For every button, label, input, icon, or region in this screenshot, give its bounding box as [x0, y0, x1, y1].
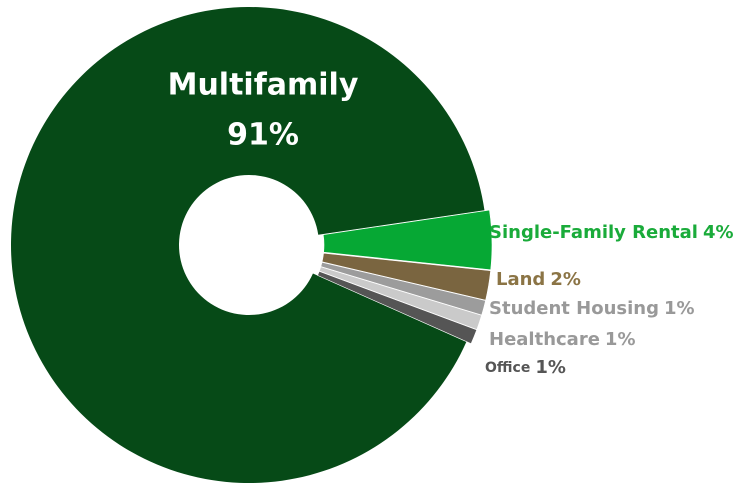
donut-slice — [11, 6, 485, 484]
slice-label: Office — [485, 360, 530, 376]
slice-label: Single-Family Rental — [489, 222, 698, 243]
slice-label: Multifamily — [168, 68, 359, 103]
slice-value-label: 91% — [227, 118, 299, 153]
donut-slice — [320, 261, 486, 316]
slice-value-label: 4% — [703, 222, 734, 243]
slice-value-label: 2% — [550, 269, 581, 290]
slice-value-label: 1% — [605, 329, 636, 350]
slice-value-label: 1% — [535, 357, 566, 378]
slice-label: Student Housing — [489, 298, 659, 319]
donut-slice — [318, 266, 482, 330]
slice-label-group: Office 1% — [485, 357, 566, 378]
slice-label-group: Land 2% — [496, 269, 581, 290]
donut-slice — [317, 270, 478, 345]
slice-label-group: Single-Family Rental 4% — [489, 222, 734, 243]
slice-label-group: Student Housing 1% — [489, 298, 695, 319]
slice-label: Healthcare — [489, 329, 600, 350]
slice-value-label: 1% — [664, 298, 695, 319]
donut-slice — [321, 252, 491, 301]
slice-label: Land — [496, 269, 545, 290]
slice-label-group: Healthcare 1% — [489, 329, 635, 350]
donut-slice — [322, 209, 493, 271]
